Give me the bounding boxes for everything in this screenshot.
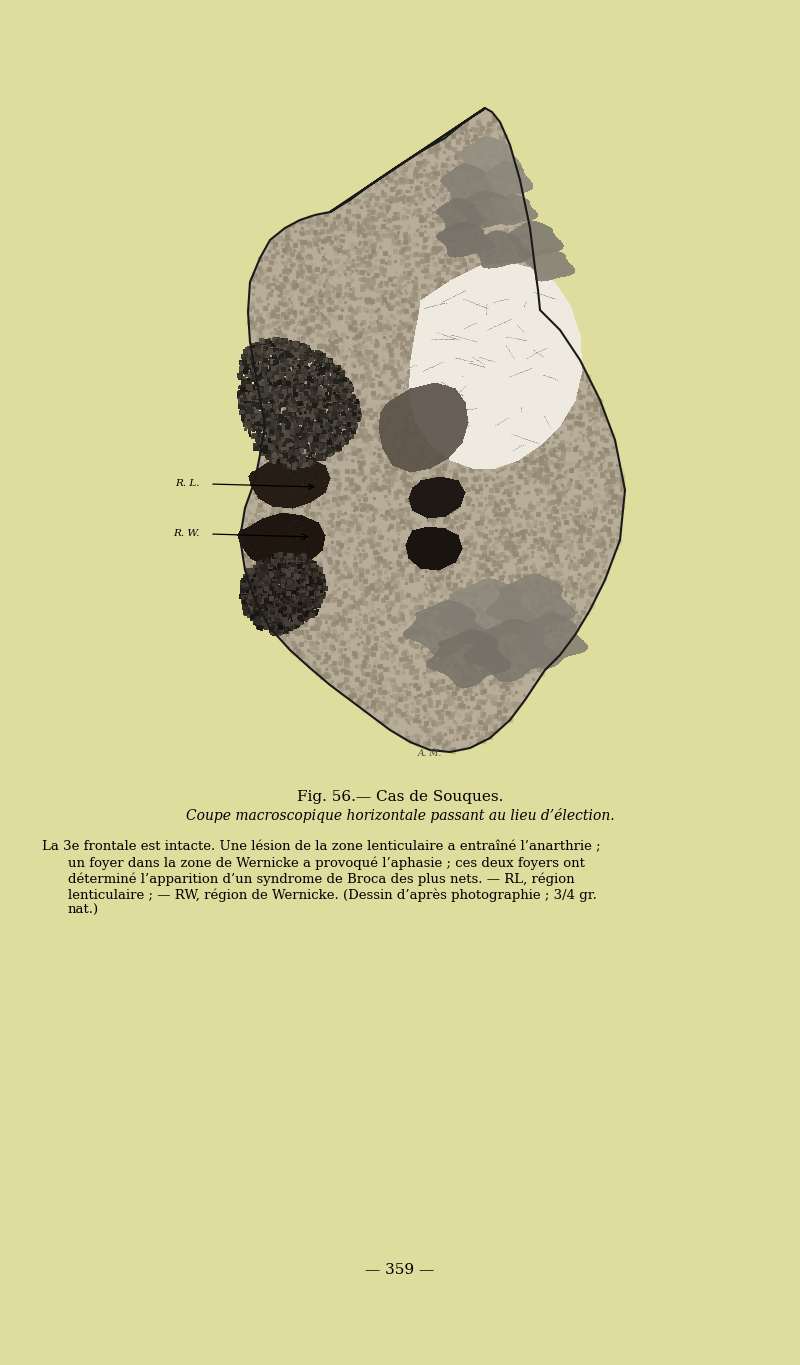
Text: R. W.: R. W. bbox=[174, 530, 200, 539]
Text: — 359 —: — 359 — bbox=[366, 1263, 434, 1278]
Text: A. M.: A. M. bbox=[418, 748, 442, 758]
Text: La 3e frontale est intacte. Une lésion de la zone lenticulaire a entraîné l’anar: La 3e frontale est intacte. Une lésion d… bbox=[42, 839, 601, 853]
Text: un foyer dans la zone de Wernicke a provoqué l’aphasie ; ces deux foyers ont: un foyer dans la zone de Wernicke a prov… bbox=[68, 856, 585, 870]
Text: Coupe macroscopique horizontale passant au lieu d’élection.: Coupe macroscopique horizontale passant … bbox=[186, 808, 614, 823]
Text: R. L.: R. L. bbox=[175, 479, 200, 489]
Text: Fig. 56.— Cas de Souques.: Fig. 56.— Cas de Souques. bbox=[297, 790, 503, 804]
Text: lenticulaire ; — RW, région de Wernicke. (Dessin d’après photographie ; 3/4 gr.: lenticulaire ; — RW, région de Wernicke.… bbox=[68, 889, 597, 901]
Text: nat.): nat.) bbox=[68, 904, 99, 917]
Text: déterminé l’apparition d’un syndrome de Broca des plus nets. — RL, région: déterminé l’apparition d’un syndrome de … bbox=[68, 872, 574, 886]
